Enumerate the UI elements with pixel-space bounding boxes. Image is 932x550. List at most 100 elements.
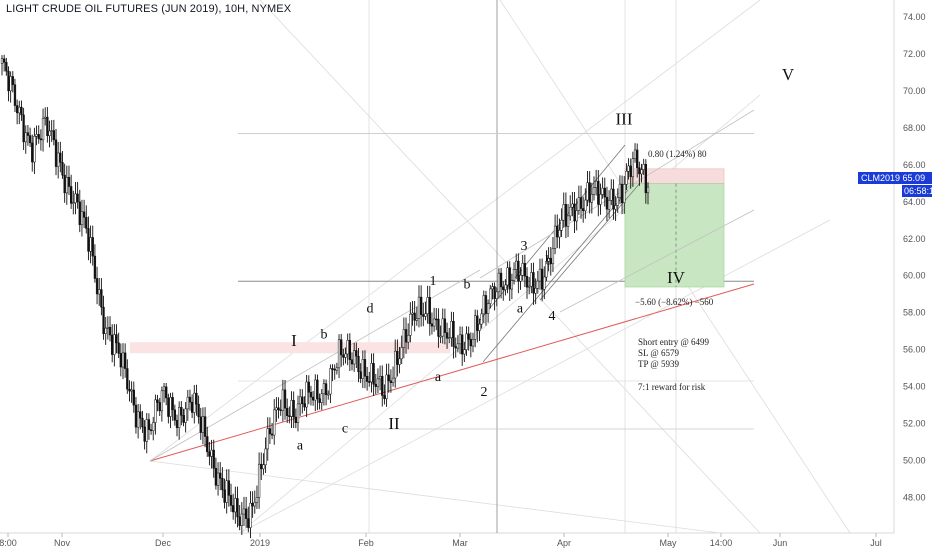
candle-body (76, 193, 79, 203)
y-tick-label: 68.00 (903, 123, 926, 133)
candle-body (193, 392, 196, 413)
candle-body (253, 502, 256, 507)
candle-body (553, 225, 557, 249)
candle-body (305, 381, 308, 408)
candle-body (311, 396, 315, 401)
candle-body (190, 401, 194, 413)
candle-body (85, 217, 88, 229)
candle-body (316, 379, 319, 399)
wave-label: IV (667, 268, 686, 287)
candle-body (264, 448, 267, 466)
candle-body (357, 355, 360, 372)
candle-body (134, 404, 138, 428)
candle-body (91, 237, 94, 257)
candle-body (117, 342, 120, 354)
candle-body (588, 182, 591, 203)
x-tick-label: Feb (358, 538, 374, 548)
note-stop-loss: SL @ 6579 (638, 348, 679, 358)
candle-body (441, 318, 444, 337)
candle-body (437, 318, 440, 337)
y-axis: 48.00 50.00 52.00 54.00 56.00 58.00 60.00 62.00… (903, 12, 926, 502)
candle-body (9, 76, 12, 92)
candle-body (422, 314, 425, 317)
candle-body (169, 397, 172, 417)
candle-body (616, 197, 619, 206)
candle-body (534, 288, 537, 294)
wave-label: I (291, 331, 297, 350)
candle-body (376, 378, 380, 387)
candle-body (378, 375, 382, 380)
x-tick-label: Apr (557, 538, 571, 548)
candle-body (59, 152, 62, 163)
candle-body (493, 286, 496, 299)
candle-body (575, 210, 578, 222)
candle-body (158, 402, 161, 412)
candle-body (519, 274, 522, 282)
candle-body (536, 280, 539, 289)
candle-body (499, 272, 503, 288)
candle-body (497, 272, 501, 293)
candle-body (0, 58, 4, 64)
candle-body (93, 255, 97, 279)
candle-body (221, 478, 224, 491)
x-tick-label: Nov (54, 538, 71, 548)
candle-body (424, 313, 427, 317)
x-tick-label: May (659, 538, 677, 548)
candle-body (579, 197, 583, 209)
candle-body (532, 272, 535, 294)
candle-body (409, 313, 412, 336)
candle-body (538, 268, 542, 282)
candle-body (391, 377, 395, 383)
candle-body (242, 508, 246, 515)
candle-body (465, 333, 468, 350)
candle-body (156, 399, 159, 403)
candle-body (629, 165, 632, 178)
wave-label: a (517, 302, 524, 317)
candle-body (404, 329, 408, 343)
candle-body (573, 203, 576, 222)
candle-body (52, 130, 56, 141)
candle-body (482, 295, 485, 315)
candle-body (48, 130, 51, 137)
candle-body (145, 419, 148, 442)
candle-body (227, 480, 231, 496)
candle-body (491, 286, 494, 290)
candle-body (435, 318, 438, 321)
candle-body (612, 188, 615, 210)
candle-body (238, 516, 241, 526)
candle-body (186, 396, 189, 410)
wave-label: 4 (549, 309, 556, 324)
candle-body (279, 409, 282, 412)
candle-body (152, 422, 155, 431)
candle-body (104, 327, 107, 334)
candle-body (3, 58, 6, 63)
channel-line (559, 209, 755, 313)
candle-body (201, 416, 205, 433)
candle-body (430, 323, 434, 327)
candle-body (353, 350, 356, 365)
wave-label: b (546, 254, 553, 269)
candle-body (590, 194, 593, 203)
candle-body (171, 397, 174, 411)
note-short-entry: Short entry @ 6499 (638, 337, 710, 347)
last-price-value: 65.09 (902, 173, 926, 183)
candle-body (603, 187, 606, 198)
candle-body (247, 518, 250, 528)
candle-body (115, 334, 118, 344)
candle-body (124, 352, 127, 369)
wave-label: d (367, 302, 374, 317)
candle-body (63, 174, 66, 194)
x-tick-label: Dec (155, 538, 172, 548)
y-tick-label: 64.00 (903, 197, 926, 207)
take-profit-zone (624, 183, 725, 288)
candle-body (489, 288, 492, 304)
candle-body (407, 335, 410, 343)
candle-body (478, 323, 481, 331)
candle-body (439, 335, 442, 338)
y-tick-label: 70.00 (903, 86, 926, 96)
candle-body (545, 261, 548, 278)
candle-body (15, 105, 19, 114)
candle-body (175, 419, 179, 429)
candle-body (212, 449, 215, 469)
